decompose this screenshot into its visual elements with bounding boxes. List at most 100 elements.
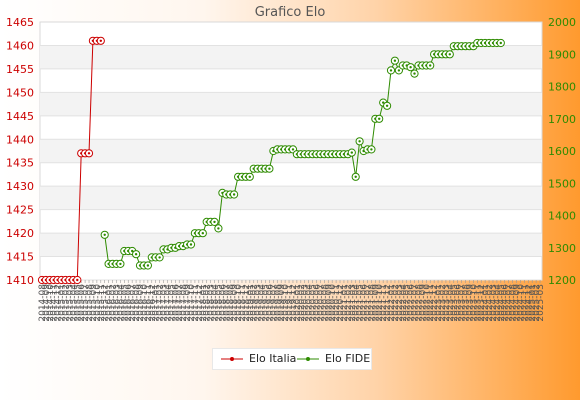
x-tick-label: 2023-09 bbox=[465, 284, 475, 322]
x-tick-label: 2018-08 bbox=[226, 284, 236, 322]
series-point-dot-0 bbox=[87, 152, 91, 155]
x-tick-label: 2023-10 bbox=[469, 284, 479, 322]
x-tick-label: 2021-09 bbox=[371, 284, 381, 322]
x-tick-label: 2016-03 bbox=[112, 284, 122, 322]
plot-band bbox=[40, 186, 542, 210]
x-tick-label: 2021-10 bbox=[375, 284, 385, 322]
x-tick-label: 2020-04 bbox=[305, 284, 315, 322]
legend-marker-fide-icon bbox=[297, 356, 319, 361]
series-point-dot-1 bbox=[389, 69, 393, 72]
x-tick-label: 2022-10 bbox=[422, 284, 432, 322]
x-tick-label: 2014-09 bbox=[42, 284, 52, 322]
left-tick-label: 1435 bbox=[6, 157, 34, 170]
x-tick-label: 2015-06 bbox=[77, 284, 87, 322]
x-tick-label: 2023-02 bbox=[438, 284, 448, 322]
x-tick-label: 2015-07 bbox=[81, 284, 91, 322]
x-tick-label: 2017-12 bbox=[195, 284, 205, 322]
left-tick-label: 1460 bbox=[6, 39, 34, 52]
x-tick-label: 2018-11 bbox=[238, 284, 248, 322]
right-tick-label: 1900 bbox=[548, 48, 576, 61]
x-tick-label: 2014-11 bbox=[50, 284, 60, 322]
series-point-dot-1 bbox=[158, 256, 161, 259]
x-tick-label: 2019-07 bbox=[269, 284, 279, 322]
series-point-dot-1 bbox=[248, 175, 251, 178]
x-tick-label: 2020-05 bbox=[309, 284, 319, 322]
x-tick-label: 2014-12 bbox=[54, 284, 64, 322]
x-tick-label: 2021-03 bbox=[348, 284, 358, 322]
x-tick-label: 2015-05 bbox=[73, 284, 83, 322]
right-axis-ticks: 1200 1300 1400 1500 1600 1700 1800 1900 2000 bbox=[548, 16, 576, 287]
x-tick-label: 2020-11 bbox=[332, 284, 342, 322]
x-tick-label: 2017-09 bbox=[183, 284, 193, 322]
series-point-dot-1 bbox=[385, 104, 389, 108]
left-axis-ticks: 1410 1415 1420 1425 1430 1435 1440 1445 1450 1455… bbox=[6, 16, 34, 287]
x-tick-label: 2021-06 bbox=[360, 284, 370, 322]
series-point-dot-1 bbox=[213, 220, 216, 224]
x-tick-label: 2023-08 bbox=[462, 284, 472, 322]
x-tick-label: 2019-06 bbox=[265, 284, 275, 322]
x-tick-label: 2016-10 bbox=[140, 284, 150, 322]
legend: Elo Italia Elo FIDE bbox=[212, 348, 372, 370]
series-point-dot-1 bbox=[354, 175, 357, 178]
x-tick-label: 2015-12 bbox=[101, 284, 111, 322]
x-tick-label: 2020-01 bbox=[293, 284, 303, 322]
right-tick-label: 1300 bbox=[548, 242, 576, 255]
x-tick-label: 2023-04 bbox=[446, 284, 456, 322]
series-point-dot-1 bbox=[268, 167, 271, 170]
left-tick-label: 1420 bbox=[6, 227, 34, 240]
x-tick-label: 2020-10 bbox=[328, 284, 338, 322]
x-tick-label: 2016-12 bbox=[148, 284, 158, 322]
left-tick-label: 1410 bbox=[6, 274, 34, 287]
x-tick-label: 2020-06 bbox=[312, 284, 322, 322]
x-tick-label: 2014-08 bbox=[38, 284, 48, 322]
x-tick-label: 2020-03 bbox=[301, 284, 311, 322]
x-tick-label: 2024-07 bbox=[505, 284, 515, 322]
x-tick-label: 2021-05 bbox=[356, 284, 366, 322]
x-tick-label: 2016-07 bbox=[128, 284, 138, 322]
x-tick-label: 2016-09 bbox=[136, 284, 146, 322]
x-tick-label: 2019-04 bbox=[258, 284, 268, 322]
x-tick-label: 2019-03 bbox=[254, 284, 264, 322]
right-tick-label: 1200 bbox=[548, 274, 576, 287]
x-tick-label: 2020-09 bbox=[324, 284, 334, 322]
x-tick-label: 2018-09 bbox=[230, 284, 240, 322]
x-tick-label: 2024-08 bbox=[509, 284, 519, 322]
series-point-dot-1 bbox=[409, 66, 412, 69]
x-tick-label: 2014-10 bbox=[46, 284, 56, 322]
x-tick-label: 2018-01 bbox=[199, 284, 209, 322]
x-tick-label: 2022-01 bbox=[387, 284, 397, 322]
x-tick-label: 2020-12 bbox=[336, 284, 346, 322]
series-point-dot-1 bbox=[472, 45, 475, 48]
series-point-dot-1 bbox=[378, 117, 381, 121]
left-tick-label: 1425 bbox=[6, 204, 34, 217]
x-tick-label: 2025-03 bbox=[536, 284, 546, 322]
x-tick-label: 2019-11 bbox=[285, 284, 295, 322]
x-tick-label: 2020-02 bbox=[297, 284, 307, 322]
x-tick-label: 2017-06 bbox=[171, 284, 181, 322]
x-tick-label: 2019-12 bbox=[289, 284, 299, 322]
x-axis-ticks: 2014-082014-092014-102014-112014-122015-… bbox=[38, 280, 546, 322]
series-point-dot-1 bbox=[131, 249, 134, 253]
x-tick-label: 2021-08 bbox=[367, 284, 377, 322]
x-tick-label: 2023-11 bbox=[473, 284, 483, 322]
left-tick-label: 1455 bbox=[6, 63, 34, 76]
x-tick-label: 2015-03 bbox=[65, 284, 75, 322]
x-tick-label: 2022-07 bbox=[411, 284, 421, 322]
plot-bands bbox=[39, 21, 543, 281]
legend-item-fide: Elo FIDE bbox=[297, 352, 370, 365]
x-tick-label: 2015-08 bbox=[85, 284, 95, 322]
x-tick-label: 2018-05 bbox=[214, 284, 224, 322]
x-tick-label: 2018-06 bbox=[218, 284, 228, 322]
left-tick-label: 1415 bbox=[6, 251, 34, 264]
series-layer bbox=[37, 36, 505, 285]
series-point-dot-1 bbox=[134, 253, 138, 256]
left-tick-label: 1440 bbox=[6, 133, 34, 146]
x-tick-label: 2017-11 bbox=[191, 284, 201, 322]
left-tick-label: 1445 bbox=[6, 110, 34, 123]
series-point-dot-1 bbox=[448, 53, 451, 56]
x-tick-label: 2021-02 bbox=[344, 284, 354, 322]
x-tick-label: 2016-06 bbox=[124, 284, 134, 322]
x-tick-label: 2018-04 bbox=[211, 284, 221, 322]
chart-title: Grafico Elo bbox=[255, 5, 326, 20]
